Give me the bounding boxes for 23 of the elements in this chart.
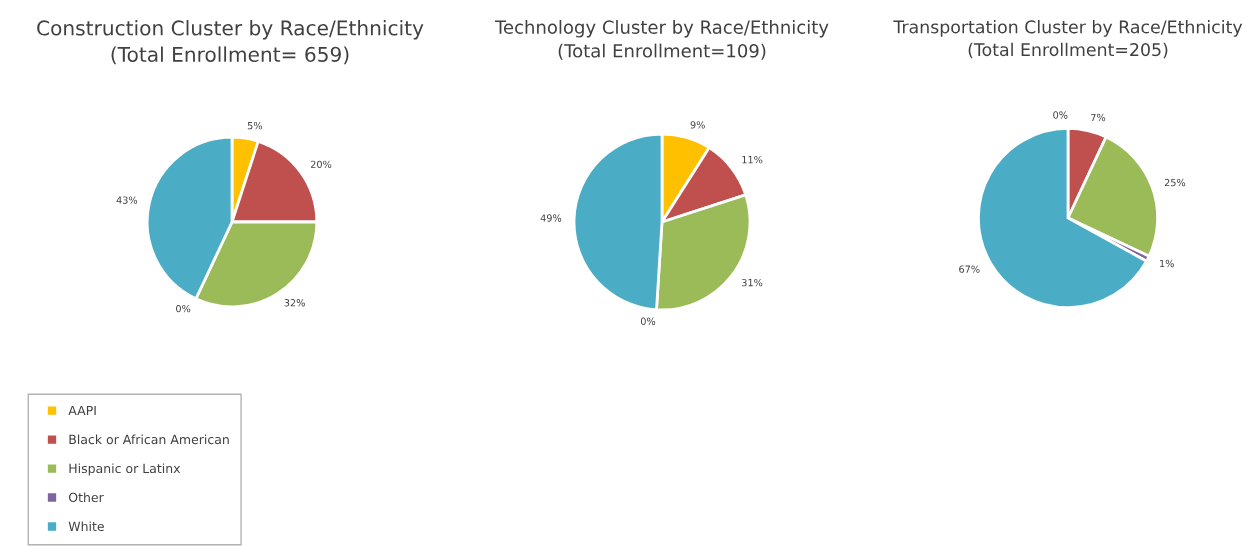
text: 0% [176, 304, 191, 313]
data-label: 67% [959, 265, 980, 273]
data-label: 49% [540, 214, 562, 222]
data-label: 20% [310, 160, 332, 168]
text: 0% [1053, 111, 1068, 119]
legend-label: Hispanic or Latinx [69, 463, 181, 476]
data-label: 43% [116, 196, 138, 204]
data-label: 11% [742, 155, 763, 164]
data-label: 1% [1160, 259, 1174, 268]
data-label: 25% [1164, 178, 1186, 187]
legend-label: White [68, 521, 104, 532]
data-label: 31% [742, 278, 763, 287]
data-label: 7% [1091, 113, 1106, 122]
text: 0% [640, 317, 656, 325]
chart-title: Technology Cluster by Race/Ethnicity (Total Enrollment=109) [494, 20, 829, 60]
data-label: 9% [690, 121, 705, 129]
chart-title: Construction Cluster by Race/Ethnicity (Total Enrollment= 659) [37, 20, 424, 65]
chart-title: Transportation Cluster by Race/Ethnicity (Total Enrollment=205) [893, 20, 1243, 59]
legend-label: AAPI [68, 405, 96, 415]
data-label: 5% [247, 121, 263, 130]
legend-label: Black or African American [69, 434, 229, 445]
data-label: 32% [284, 299, 305, 307]
legend-label: Other [68, 492, 104, 503]
